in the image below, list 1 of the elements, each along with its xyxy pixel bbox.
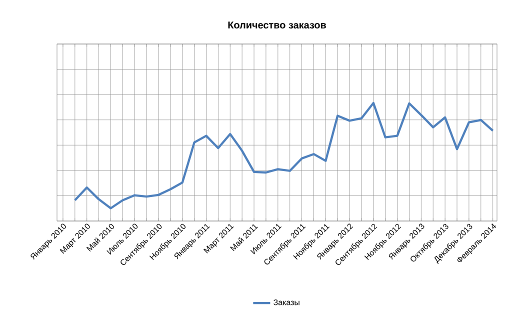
chart-title: Количество заказов [228,22,326,29]
